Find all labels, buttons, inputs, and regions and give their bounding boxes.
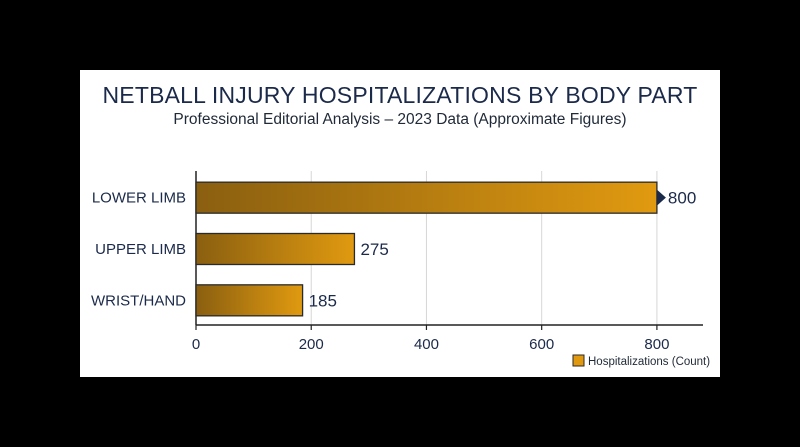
data-label: 185 bbox=[309, 291, 337, 310]
bar bbox=[195, 284, 304, 317]
max-marker-triangle bbox=[656, 189, 666, 206]
x-tick-label: 600 bbox=[529, 336, 554, 353]
x-tick-label: 800 bbox=[644, 336, 669, 353]
x-tick-label: 200 bbox=[299, 336, 324, 353]
category-label: WRIST/HAND bbox=[91, 292, 186, 309]
bar-chart: 0 200 400 600 800 LOWER LIMB 800 UPPER LIMB 275… bbox=[91, 171, 710, 368]
bar bbox=[195, 232, 356, 266]
legend-label: Hospitalizations (Count) bbox=[588, 356, 710, 368]
category-label: UPPER LIMB bbox=[95, 241, 186, 258]
data-label: 800 bbox=[668, 189, 696, 208]
legend-swatch bbox=[572, 354, 585, 367]
data-label: 275 bbox=[360, 240, 388, 259]
bar bbox=[195, 181, 658, 214]
x-tick-label: 0 bbox=[192, 336, 200, 353]
chart-title: NETBALL INJURY HOSPITALIZATIONS BY BODY … bbox=[102, 82, 698, 108]
category-label: LOWER LIMB bbox=[92, 190, 186, 207]
x-tick-label: 400 bbox=[414, 336, 439, 353]
chart-subtitle: Professional Editorial Analysis – 2023 D… bbox=[173, 111, 627, 128]
chart-card: NETBALL INJURY HOSPITALIZATIONS BY BODY … bbox=[80, 70, 720, 377]
